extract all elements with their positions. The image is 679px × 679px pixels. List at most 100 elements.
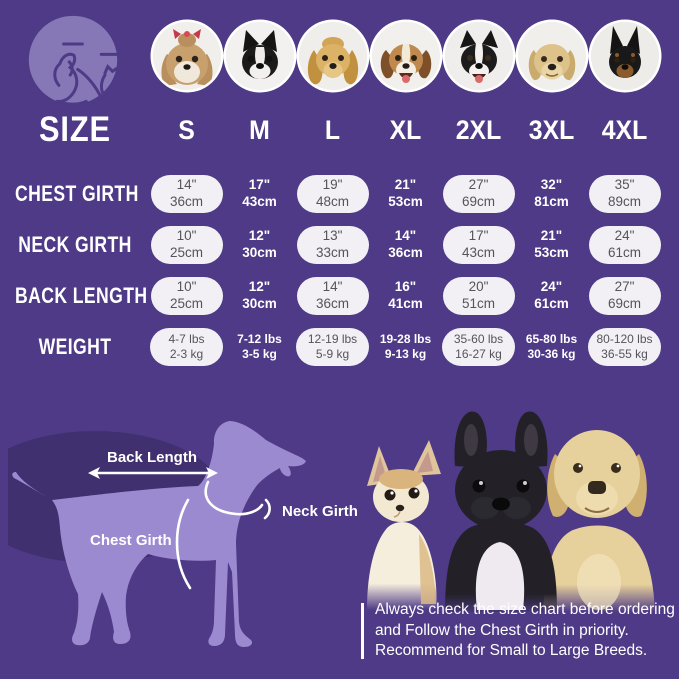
value-pill: 14" 36cm [296, 276, 369, 315]
boston-terrier-icon [225, 22, 294, 90]
row-label-neck-girth: NECK GIRTH [0, 232, 150, 258]
labrador-photo [543, 430, 655, 612]
value-kg: 3-5 kg [242, 346, 277, 361]
cell-neck-s: 10" 25cm [150, 225, 223, 264]
cell-neck-xl: 14" 36cm [369, 228, 442, 261]
row-label-chest-girth: CHEST GIRTH [0, 181, 150, 207]
size-table: CHEST GIRTH 14" 36cm 17" 43cm 19" 48cm 21" 5… [0, 168, 679, 372]
dog-silhouette [12, 421, 306, 647]
row-label-text: CHEST GIRTH [15, 180, 139, 206]
cell-weight-s: 4-7 lbs 2-3 kg [150, 327, 223, 366]
size-col-m: M [249, 114, 270, 145]
value-pill: 17" 43cm [442, 225, 515, 264]
value-cm: 36cm [388, 244, 423, 260]
border-collie-icon [444, 22, 513, 90]
arrow-head-right [206, 467, 218, 479]
value-plain: 12" 30cm [242, 279, 277, 312]
cell-weight-l: 12-19 lbs 5-9 kg [296, 327, 369, 366]
size-col-4xl: 4XL [601, 114, 648, 145]
value-plain: 17" 43cm [242, 177, 277, 210]
cell-neck-4xl: 24" 61cm [588, 225, 661, 264]
value-in: 16" [394, 279, 417, 295]
breeds-photo [367, 411, 655, 612]
size-col-s: S [178, 114, 195, 145]
value-lbs: 4-7 lbs [168, 331, 205, 346]
breed-photo-doberman [590, 22, 659, 90]
cell-neck-l: 13" 33cm [296, 225, 369, 264]
value-plain: 7-12 lbs 3-5 kg [237, 332, 282, 361]
row-label-weight: WEIGHT [0, 334, 150, 360]
size-title: SIZE [39, 110, 111, 149]
french-bulldog-photo [445, 411, 557, 612]
cell-weight-2xl: 35-60 lbs 16-27 kg [442, 327, 515, 366]
value-plain: 21" 53cm [534, 228, 569, 261]
value-cm: 41cm [388, 295, 423, 311]
cell-chest-4xl: 35" 89cm [588, 174, 661, 213]
cell-weight-xl: 19-28 lbs 9-13 kg [369, 332, 442, 361]
value-pill: 27" 69cm [442, 174, 515, 213]
value-in: 35" [614, 177, 635, 193]
value-in: 17" [248, 177, 271, 193]
size-col-3xl: 3XL [528, 114, 575, 145]
value-plain: 32" 81cm [534, 177, 569, 210]
cell-neck-m: 12" 30cm [223, 228, 296, 261]
breed-photo-labrador [517, 22, 586, 90]
breed-photos-row [150, 22, 661, 90]
neck-girth-tick [263, 498, 271, 520]
note-line-2: and Follow the Chest Girth in priority. [375, 621, 629, 639]
value-in: 21" [394, 177, 417, 193]
value-cm: 30cm [242, 244, 277, 260]
value-lbs: 35-60 lbs [453, 331, 504, 346]
note-line-1: Always check the size chart before order… [375, 601, 675, 618]
value-plain: 19-28 lbs 9-13 kg [380, 332, 431, 361]
cell-back-l: 14" 36cm [296, 276, 369, 315]
value-cm: 61cm [607, 244, 641, 260]
cell-neck-3xl: 21" 53cm [515, 228, 588, 261]
value-kg: 5-9 kg [315, 346, 350, 361]
value-in: 14" [322, 279, 343, 295]
doberman-icon [590, 22, 659, 90]
breed-photo-beagle [371, 22, 440, 90]
cell-back-xl: 16" 41cm [369, 279, 442, 312]
value-pill: 35" 89cm [588, 174, 661, 213]
value-pill: 13" 33cm [296, 225, 369, 264]
value-cm: 25cm [169, 295, 203, 311]
value-pill: 4-7 lbs 2-3 kg [150, 327, 223, 366]
value-in: 17" [468, 228, 489, 244]
cell-back-2xl: 20" 51cm [442, 276, 515, 315]
value-in: 24" [540, 279, 563, 295]
breed-photo-border-collie [444, 22, 513, 90]
row-label-text: WEIGHT [38, 333, 112, 359]
value-in: 21" [540, 228, 563, 244]
cell-weight-4xl: 80-120 lbs 36-55 kg [588, 327, 661, 366]
size-header-row: SIZE S M L XL 2XL 3XL 4XL [0, 106, 679, 154]
value-in: 13" [322, 228, 343, 244]
brand-logo [26, 13, 124, 108]
value-cm: 53cm [388, 193, 423, 209]
breed-photo-boston-terrier [225, 22, 294, 90]
chest-girth-line [175, 498, 192, 590]
value-cm: 30cm [242, 295, 277, 311]
value-plain: 21" 53cm [388, 177, 423, 210]
cell-back-m: 12" 30cm [223, 279, 296, 312]
row-label-text: NECK GIRTH [18, 231, 132, 257]
measure-lines [94, 471, 271, 590]
cell-chest-xl: 21" 53cm [369, 177, 442, 210]
value-plain: 24" 61cm [534, 279, 569, 312]
cell-chest-s: 14" 36cm [150, 174, 223, 213]
value-cm: 43cm [461, 244, 495, 260]
value-cm: 69cm [461, 193, 495, 209]
value-cm: 51cm [461, 295, 495, 311]
cell-chest-2xl: 27" 69cm [442, 174, 515, 213]
row-label-back-length: BACK LENGTH [0, 283, 150, 309]
cell-chest-l: 19" 48cm [296, 174, 369, 213]
value-lbs: 12-19 lbs [307, 331, 358, 346]
arrow-head-left [88, 467, 100, 479]
value-lbs: 80-120 lbs [596, 331, 653, 346]
table-row-chest-girth: CHEST GIRTH 14" 36cm 17" 43cm 19" 48cm 21" 5… [0, 168, 679, 219]
value-pill: 10" 25cm [150, 276, 223, 315]
value-cm: 89cm [607, 193, 641, 209]
note-line-3: Recommend for Small to Large Breeds. [375, 642, 648, 659]
value-cm: 33cm [315, 244, 349, 260]
neck-girth-label: Neck Girth [282, 503, 358, 520]
